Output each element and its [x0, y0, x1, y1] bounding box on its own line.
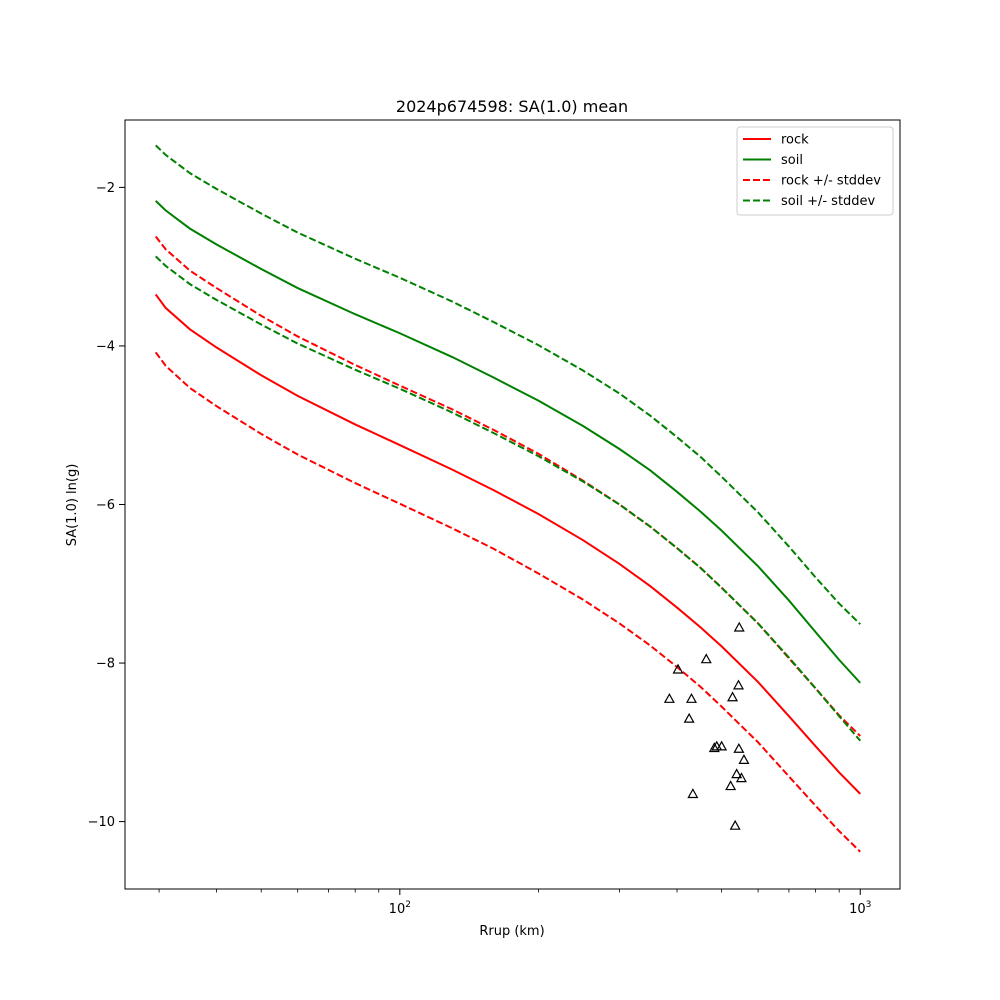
observation-point — [725, 780, 737, 791]
observation-point — [733, 621, 745, 632]
series-line-0 — [154, 293, 861, 795]
x-axis-label: Rrup (km) — [479, 924, 544, 939]
legend-frame — [736, 126, 894, 216]
observation-point — [708, 742, 720, 753]
observation-points — [663, 621, 750, 830]
observation-point — [687, 788, 699, 799]
x-tick-label: 102 — [389, 900, 411, 917]
series-line-4 — [155, 144, 861, 625]
observation-point — [738, 754, 750, 764]
observation-point — [732, 679, 745, 690]
series-line-5 — [155, 255, 861, 742]
observation-point — [731, 768, 743, 779]
y-axis-label: SA(1.0) ln(g) — [65, 464, 80, 547]
series-lines — [154, 144, 861, 853]
observation-point — [663, 692, 675, 703]
observation-point — [733, 742, 745, 753]
observation-point — [735, 772, 747, 783]
y-tick-label: −2 — [96, 181, 115, 196]
observation-point — [716, 740, 728, 751]
legend-label: rock +/- stddev — [781, 174, 881, 189]
x-axis-ticks: 102 103 — [158, 889, 871, 917]
chart-title: 2024p674598: SA(1.0) mean — [396, 97, 628, 116]
observation-point — [727, 691, 739, 702]
y-tick-label: −6 — [96, 498, 115, 513]
y-tick-label: −8 — [96, 657, 115, 672]
observation-point — [685, 692, 697, 703]
x-tick-label: 103 — [849, 900, 871, 917]
legend-label: soil +/- stddev — [781, 194, 876, 209]
y-tick-label: −4 — [96, 339, 115, 354]
legend: rock soil rock +/- stddev soil +/- stddev — [736, 126, 894, 216]
legend-label: soil — [781, 153, 803, 168]
y-tick-label: −10 — [88, 815, 115, 830]
y-axis-ticks: −2 −4 −6 −8 −10 — [88, 181, 125, 830]
observation-point — [700, 653, 712, 664]
series-line-1 — [155, 200, 861, 684]
observation-point — [672, 663, 684, 674]
legend-label: rock — [781, 133, 809, 148]
observation-point — [683, 712, 695, 723]
observation-point — [729, 819, 741, 830]
series-line-3 — [154, 351, 861, 853]
plot-frame — [124, 119, 901, 890]
